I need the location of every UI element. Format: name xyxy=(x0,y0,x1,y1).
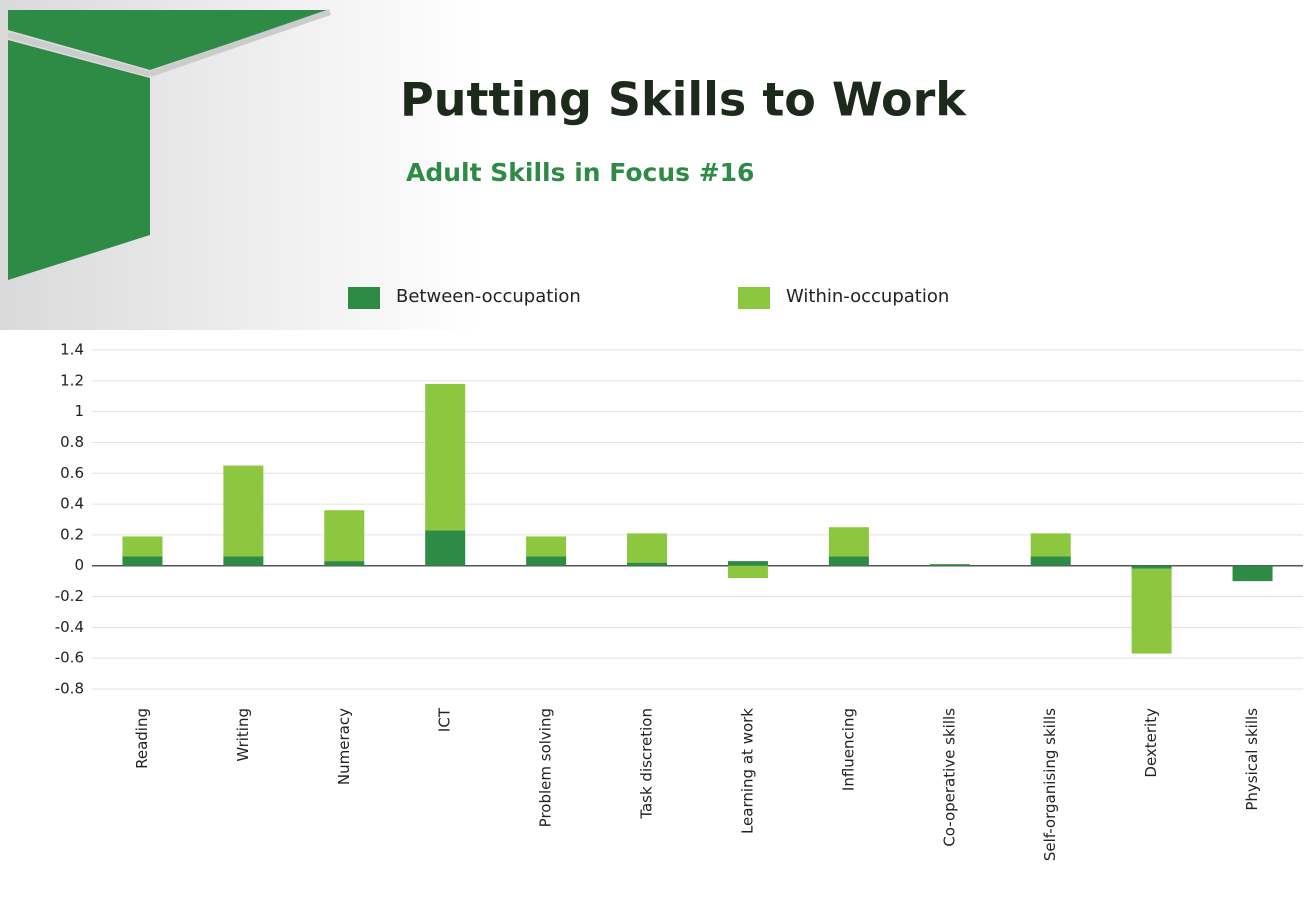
bar xyxy=(425,384,465,530)
legend-label: Within-occupation xyxy=(786,286,949,307)
x-tick-label: Learning at work xyxy=(738,708,756,834)
bar xyxy=(1132,566,1172,569)
x-tick-label: Physical skills xyxy=(1243,708,1261,811)
bar xyxy=(1031,533,1071,556)
y-tick-label: -0.4 xyxy=(55,618,84,636)
bar xyxy=(1031,556,1071,565)
bar xyxy=(1132,569,1172,654)
bar xyxy=(1233,566,1273,581)
bar xyxy=(526,556,566,565)
y-tick-label: -0.2 xyxy=(55,587,84,605)
legend-label: Between-occupation xyxy=(396,286,581,307)
bar xyxy=(728,561,768,566)
bar xyxy=(627,533,667,562)
x-tick-label: Dexterity xyxy=(1142,708,1160,778)
x-tick-label: Numeracy xyxy=(335,708,353,785)
x-tick-label: Self-organising skills xyxy=(1041,708,1059,861)
y-tick-label: 0.6 xyxy=(60,464,84,482)
y-tick-label: 0 xyxy=(74,556,84,574)
y-tick-label: -0.8 xyxy=(55,680,84,698)
legend-swatch xyxy=(348,287,380,309)
x-tick-label: ICT xyxy=(436,707,454,732)
bar xyxy=(627,563,667,566)
x-tick-label: Co-operative skills xyxy=(940,708,958,847)
x-tick-label: Problem solving xyxy=(537,708,555,827)
bar xyxy=(829,527,869,556)
chart-subtitle: Adult Skills in Focus #16 xyxy=(406,158,754,187)
x-tick-label: Influencing xyxy=(839,708,857,791)
bar xyxy=(930,564,970,566)
y-tick-label: -0.6 xyxy=(55,649,84,667)
y-tick-label: 0.2 xyxy=(60,525,84,543)
legend-swatch xyxy=(738,287,770,309)
y-tick-label: 1 xyxy=(74,402,84,420)
bar xyxy=(223,466,263,557)
bar xyxy=(324,510,364,561)
x-tick-label: Reading xyxy=(133,708,151,769)
x-tick-label: Writing xyxy=(234,708,252,762)
bar xyxy=(728,566,768,578)
chart-title: Putting Skills to Work xyxy=(400,73,967,127)
bar xyxy=(425,530,465,565)
y-tick-label: 1.4 xyxy=(60,341,84,359)
bar xyxy=(122,556,162,565)
y-tick-label: 0.8 xyxy=(60,433,84,451)
bar xyxy=(526,536,566,556)
chart: Putting Skills to Work Adult Skills in F… xyxy=(0,0,1307,909)
x-tick-label: Task discretion xyxy=(638,708,656,820)
bar xyxy=(829,556,869,565)
bar xyxy=(324,561,364,566)
y-tick-label: 1.2 xyxy=(60,371,84,389)
y-tick-label: 0.4 xyxy=(60,495,84,513)
bar xyxy=(122,536,162,556)
bar xyxy=(223,556,263,565)
